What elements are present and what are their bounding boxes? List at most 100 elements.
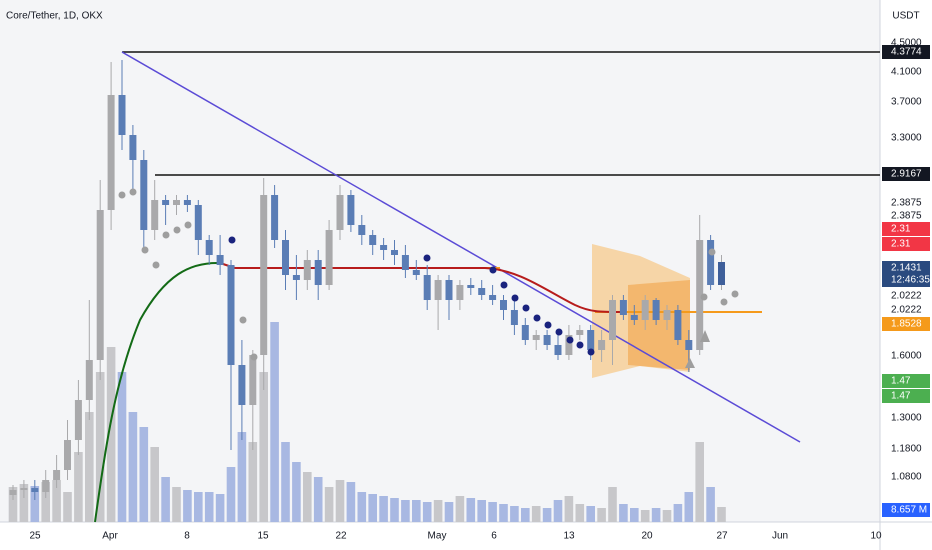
volume-bar: [553, 500, 563, 522]
price-tag: 2.31: [882, 237, 930, 251]
volume-bar: [335, 480, 345, 522]
volume-bar: [248, 442, 258, 522]
date-label: May: [428, 531, 447, 542]
volume-bar: [379, 496, 388, 522]
volume-bar: [651, 508, 661, 522]
indicator-dot: [700, 293, 708, 301]
price-tag-bg: [882, 167, 930, 181]
candle-body: [434, 280, 442, 300]
price-tag: 2.0222: [891, 305, 922, 316]
candle-body: [238, 365, 246, 405]
candle-body: [587, 330, 595, 350]
indicator-dot: [129, 188, 137, 196]
candle-body: [129, 135, 137, 160]
candle-body: [369, 235, 377, 245]
volume-bar: [466, 498, 476, 522]
price-tag-text: 1.47: [891, 376, 911, 387]
indicator-dot: [566, 336, 574, 344]
candle-body: [358, 225, 366, 235]
indicator-dot: [533, 314, 541, 322]
price-label: 4.5000: [891, 38, 922, 49]
candle-body: [696, 240, 704, 350]
candle-body: [162, 200, 170, 205]
indicator-dot: [162, 231, 170, 239]
volume-bar: [19, 484, 29, 522]
price-label: 1.3000: [891, 413, 922, 424]
signal-marker: [685, 358, 695, 368]
moving-average: [94, 261, 221, 523]
signal-marker: [700, 330, 710, 342]
indicator-dot: [250, 353, 258, 361]
candle-body: [543, 335, 551, 345]
volume-bar: [586, 506, 595, 522]
candle-body: [391, 250, 398, 255]
candle-body: [707, 240, 715, 285]
volume-bar: [390, 498, 399, 522]
candle-body: [151, 200, 159, 230]
volume-bar: [575, 504, 585, 522]
indicator-dot: [731, 290, 739, 298]
volume-bar: [488, 502, 497, 522]
price-tag: 1.8528: [882, 317, 930, 331]
volume-bar: [270, 322, 279, 522]
indicator-dot: [708, 248, 716, 256]
candle-body: [663, 310, 671, 320]
price-tag: 1.47: [882, 374, 930, 388]
price-tag-text: 2.31: [891, 239, 911, 250]
volume-bar: [8, 487, 18, 522]
price-label: 1.6000: [891, 351, 922, 362]
candle-body: [303, 260, 311, 280]
price-tag-bg: [882, 45, 930, 59]
candle-body: [336, 195, 344, 230]
price-tag: 2.0222: [891, 291, 922, 302]
price-tag-bg: [882, 503, 930, 517]
candle-body: [205, 240, 213, 255]
volume-bar: [510, 506, 519, 522]
volume-bar: [30, 486, 40, 522]
price-tag-text: 1.47: [891, 391, 911, 402]
volume-bar: [662, 510, 672, 522]
candle-body: [118, 95, 126, 135]
indicator-dot: [500, 281, 508, 289]
candle-body: [554, 345, 562, 355]
date-label: 27: [716, 531, 728, 542]
candle-body: [565, 335, 573, 355]
volume-bar: [717, 507, 726, 522]
price-tag-bg: [882, 374, 930, 388]
volume-bar: [106, 347, 116, 522]
price-tag-text: 2.1431: [891, 263, 922, 274]
date-label: Apr: [102, 531, 118, 542]
volume-bar: [183, 490, 192, 522]
price-tag-text: 4.3774: [891, 47, 922, 58]
candle-body: [576, 330, 584, 335]
price-tag: 2.1431: [882, 261, 930, 275]
volume-bar: [477, 500, 486, 522]
candle-body: [85, 360, 93, 400]
volume-bar: [346, 482, 356, 522]
indicator-dot: [423, 254, 431, 262]
price-label: 1.0800: [891, 472, 922, 483]
candle-body: [325, 230, 333, 285]
date-label: 13: [563, 531, 575, 542]
candle-body: [260, 195, 268, 355]
candle-body: [227, 265, 235, 365]
price-tag: 8.657 M: [882, 503, 930, 517]
indicator-dot: [511, 294, 519, 302]
volume-bar: [204, 492, 214, 522]
price-tag-bg: [882, 222, 930, 236]
volume-bar: [564, 496, 574, 522]
volume-bar: [455, 496, 465, 522]
price-tag-bg: [882, 261, 930, 275]
candle-body: [9, 490, 17, 495]
price-tag-text: 2.0222: [891, 305, 922, 316]
candle-body: [652, 300, 660, 320]
indicator-dot: [173, 226, 181, 234]
currency-label: USDT: [892, 11, 919, 22]
candle-body: [641, 300, 649, 320]
candle-body: [216, 255, 224, 265]
candle-body: [510, 310, 518, 325]
indicator-dot: [587, 348, 595, 356]
candle-body: [630, 315, 638, 320]
price-label: 4.1000: [891, 67, 922, 78]
